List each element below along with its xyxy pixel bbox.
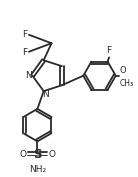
Text: N: N [25, 71, 32, 80]
Text: S: S [33, 148, 42, 161]
Text: F: F [107, 46, 112, 55]
Text: CH₃: CH₃ [120, 79, 134, 88]
Text: O: O [120, 66, 126, 75]
Text: F: F [22, 48, 27, 57]
Text: NH₂: NH₂ [29, 165, 46, 174]
Text: O: O [49, 150, 56, 159]
Text: F: F [22, 30, 27, 39]
Text: N: N [42, 90, 48, 99]
Text: O: O [19, 150, 26, 159]
